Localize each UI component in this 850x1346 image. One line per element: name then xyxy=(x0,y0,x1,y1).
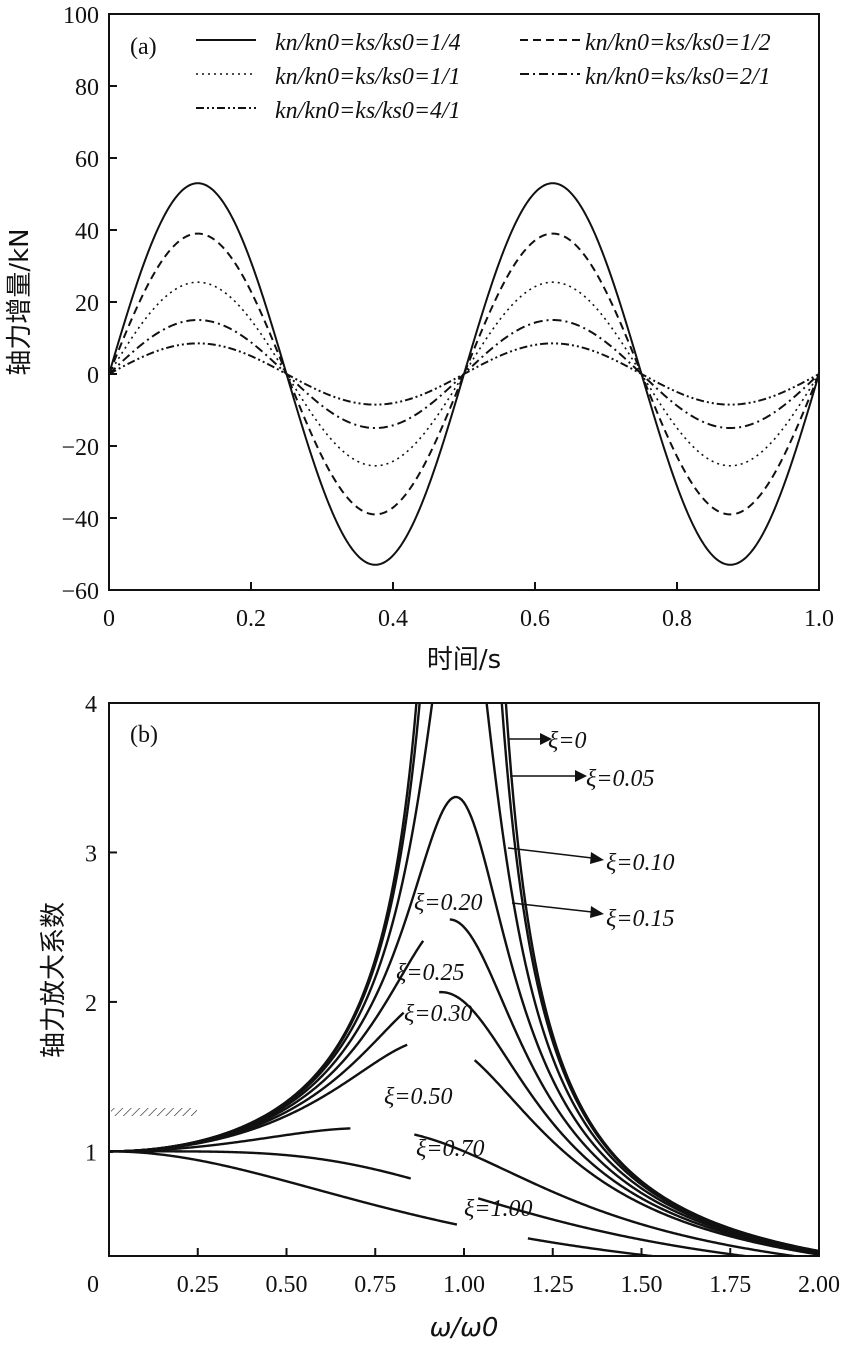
panel-a-y-tick-label: −60 xyxy=(61,579,99,605)
label-xi-005: ξ=0.05 xyxy=(586,766,654,792)
panel-a-x-tick-label: 0 xyxy=(103,606,115,632)
panel-a-y-tick-label: 40 xyxy=(75,219,99,245)
label-xi-010: ξ=0.10 xyxy=(606,850,674,876)
label-xi-050: ξ=0.50 xyxy=(384,1084,452,1110)
panel-a-series-2 xyxy=(109,232,819,516)
label-xi-015: ξ=0.15 xyxy=(606,906,674,932)
panel-a-x-tick-label: 1.0 xyxy=(804,606,834,632)
panel-a-y-tick-label: 0 xyxy=(87,363,99,389)
panel-a-y-tick-label: 60 xyxy=(75,147,99,173)
panel-a-y-tick-label: −20 xyxy=(61,435,99,461)
panel-b-x-tick-label: 1.50 xyxy=(621,1272,663,1298)
panel-b-x-tick-label: 0.75 xyxy=(354,1272,396,1298)
panel-b-y-axis-label: 轴力放大系数 xyxy=(39,902,69,1058)
panel-b-x-tick-label: 1.00 xyxy=(443,1272,485,1298)
panel-a-x-tick-label: 0.2 xyxy=(236,606,266,632)
panel-b-x-tick-label: 0.50 xyxy=(266,1272,308,1298)
arrow-xi-010 xyxy=(507,847,593,859)
label-xi-025: ξ=0.25 xyxy=(396,960,464,986)
panel-a-x-tick-label: 0.4 xyxy=(378,606,408,632)
arrowhead-xi-015 xyxy=(590,906,604,918)
legend-entry-5: kn/kn0=ks/ks0=4/1 xyxy=(275,98,461,124)
label-xi-0: ξ=0 xyxy=(548,728,586,754)
panel-a-tag: (a) xyxy=(130,34,157,60)
arrowhead-xi-010 xyxy=(590,852,604,864)
panel-a-series-group xyxy=(109,182,819,566)
panel-a-y-tick-label: 20 xyxy=(75,291,99,317)
legend-entry-3: kn/kn0=ks/ks0=1/1 xyxy=(275,64,461,90)
legend-entry-2: kn/kn0=ks/ks0=1/2 xyxy=(585,30,771,56)
panel-b-x-tick-label: 0.25 xyxy=(177,1272,219,1298)
panel-a-y-tick-label: 100 xyxy=(63,3,99,29)
arrowhead-xi-0 xyxy=(540,733,552,745)
panel-b-series-xi-1 xyxy=(109,1150,662,1256)
panel-a-y-tick-label: 80 xyxy=(75,75,99,101)
panel-b-x-tick-label: 2.00 xyxy=(798,1272,840,1298)
label-xi-070: ξ=0.70 xyxy=(416,1136,484,1162)
panel-a-y-axis-label: 轴力增量/kN xyxy=(5,228,35,375)
panel-a-frame xyxy=(108,13,820,591)
label-xi-100: ξ=1.00 xyxy=(464,1196,532,1222)
panel-a-series-5 xyxy=(109,342,819,406)
panel-a-x-tick-label: 0.6 xyxy=(520,606,550,632)
arrowhead-xi-005 xyxy=(575,770,587,782)
panel-b-x-tick-label: 1.75 xyxy=(709,1272,751,1298)
legend-entry-1: kn/kn0=ks/ks0=1/4 xyxy=(275,30,461,56)
panel-b: 0 0.25 0.50 0.75 1.00 1.25 1.50 1.75 2.00 1 2 3 4 (b… xyxy=(39,692,840,1343)
panel-b-series-xi-0_7 xyxy=(109,1150,754,1256)
hatched-band xyxy=(111,1108,197,1116)
panel-b-y-tick-label: 1 xyxy=(85,1140,97,1166)
panel-a-x-tick-label: 0.8 xyxy=(662,606,692,632)
panel-b-y-tick-label: 2 xyxy=(85,991,97,1017)
label-xi-020: ξ=0.20 xyxy=(414,890,482,916)
panel-a: 0 0.2 0.4 0.6 0.8 1.0 −60 −40 −20 0 20 40 60 80 100 (a… xyxy=(5,3,834,675)
panel-b-annotations: ξ=0 ξ=0.05 ξ=0.10 ξ=0.15 ξ=0.20 ξ=0.25 ξ… xyxy=(384,728,674,1222)
panel-b-ticks: 0 0.25 0.50 0.75 1.00 1.25 1.50 1.75 2.00 1 2 3 4 xyxy=(85,692,840,1298)
panel-a-x-axis-label: 时间/s xyxy=(427,645,501,675)
panel-b-y-tick-label: 3 xyxy=(85,841,97,867)
label-xi-030: ξ=0.30 xyxy=(404,1001,472,1027)
panel-b-x-axis-label: ω/ω0 xyxy=(430,1313,499,1343)
panel-a-ticks: 0 0.2 0.4 0.6 0.8 1.0 −60 −40 −20 0 20 40 60 80 100 xyxy=(61,3,834,632)
arrow-xi-015 xyxy=(511,902,593,913)
panel-b-x-tick-label: 0 xyxy=(87,1272,99,1298)
panel-b-y-tick-label: 4 xyxy=(85,692,97,718)
panel-b-tag: (b) xyxy=(130,722,158,748)
panel-b-series-group xyxy=(109,703,819,1256)
panel-a-legend: kn/kn0=ks/ks0=1/4 kn/kn0=ks/ks0=1/2 kn/k… xyxy=(196,30,771,124)
legend-entry-4: kn/kn0=ks/ks0=2/1 xyxy=(585,64,771,90)
panel-a-y-tick-label: −40 xyxy=(61,507,99,533)
panel-b-x-tick-label: 1.25 xyxy=(532,1272,574,1298)
